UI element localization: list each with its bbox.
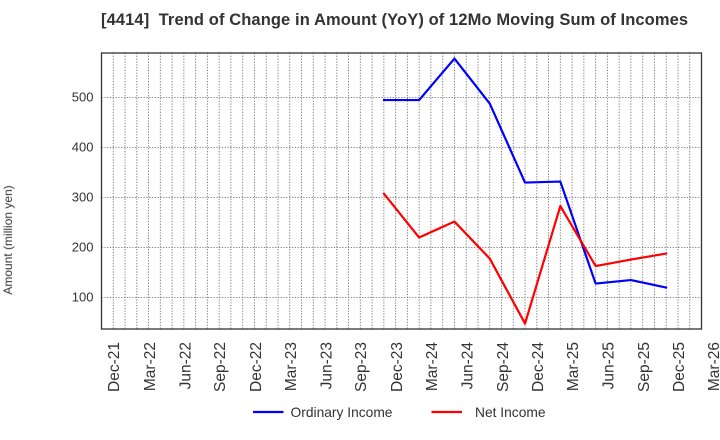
svg-text:200: 200 — [72, 240, 94, 255]
svg-text:400: 400 — [72, 140, 94, 155]
svg-text:Ordinary Income: Ordinary Income — [291, 405, 393, 420]
svg-text:500: 500 — [72, 90, 94, 105]
svg-text:300: 300 — [72, 190, 94, 205]
svg-text:Net Income: Net Income — [475, 405, 546, 420]
svg-text:100: 100 — [72, 290, 94, 305]
